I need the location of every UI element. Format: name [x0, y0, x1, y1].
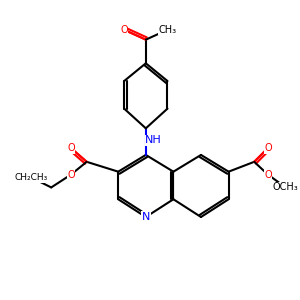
Text: O: O	[120, 25, 128, 35]
Text: OCH₃: OCH₃	[273, 182, 298, 192]
Text: CH₃: CH₃	[158, 25, 177, 35]
Text: CH₂CH₃: CH₂CH₃	[15, 173, 48, 182]
Text: NH: NH	[145, 135, 162, 145]
Text: O: O	[67, 143, 75, 153]
Text: O: O	[67, 169, 75, 180]
Text: N: N	[142, 212, 150, 222]
Text: O: O	[264, 143, 272, 153]
Text: O: O	[264, 169, 272, 180]
